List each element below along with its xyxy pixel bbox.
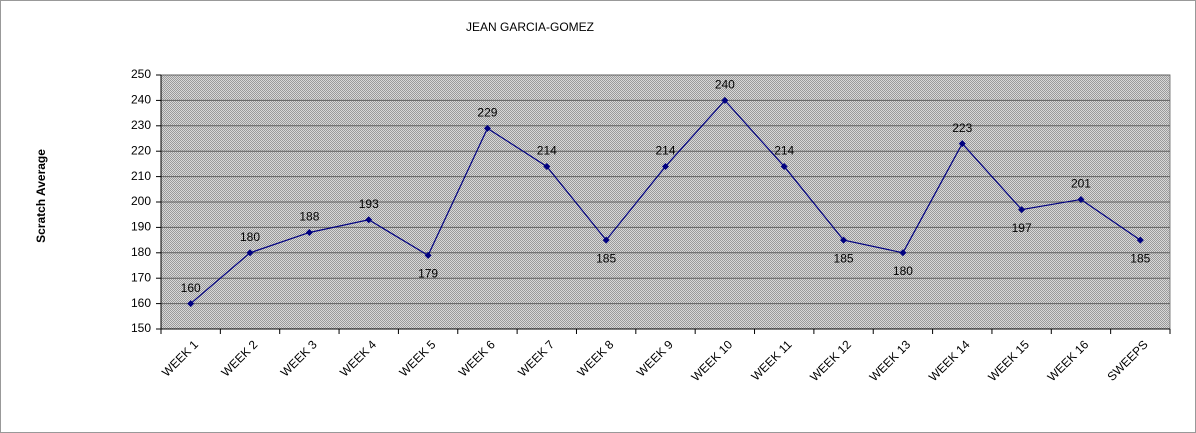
data-label: 201 [1071, 177, 1091, 191]
marker [246, 249, 254, 257]
data-label: 197 [1012, 221, 1032, 235]
data-label: 223 [952, 121, 972, 135]
marker [780, 162, 788, 170]
data-label: 179 [418, 267, 438, 281]
y-tick-label: 200 [131, 194, 151, 208]
data-label: 193 [359, 197, 379, 211]
marker [543, 162, 551, 170]
y-tick-label: 160 [131, 296, 151, 310]
data-label: 188 [299, 210, 319, 224]
data-label: 185 [834, 251, 854, 265]
data-label: 240 [715, 78, 735, 92]
marker [187, 300, 195, 308]
marker [840, 236, 848, 244]
marker [662, 162, 669, 170]
marker [424, 251, 432, 259]
y-tick-label: 180 [131, 245, 151, 259]
y-axis-label: Scratch Average [34, 149, 48, 243]
data-label: 229 [477, 106, 497, 120]
data-label: 214 [537, 144, 557, 158]
marker [899, 249, 907, 257]
data-label: 160 [181, 281, 201, 295]
y-tick-label: 150 [131, 321, 151, 335]
marker [1018, 206, 1026, 214]
y-tick-label: 250 [131, 67, 151, 81]
marker [602, 236, 610, 244]
marker [1136, 236, 1144, 244]
y-tick-label: 240 [131, 93, 151, 107]
marker [721, 96, 729, 104]
y-tick-label: 190 [131, 220, 151, 234]
marker [305, 228, 313, 236]
data-label: 180 [240, 230, 260, 244]
marker [1077, 195, 1085, 203]
y-tick-label: 170 [131, 270, 151, 284]
data-label: 214 [655, 144, 675, 158]
chart-title: JEAN GARCIA-GOMEZ [466, 20, 594, 34]
marker [958, 140, 966, 148]
y-tick-label: 230 [131, 118, 151, 132]
y-tick-label: 210 [131, 169, 151, 183]
marker [365, 216, 373, 224]
data-label: 185 [1130, 251, 1150, 265]
marker [483, 124, 491, 132]
y-tick-label: 220 [131, 143, 151, 157]
data-label: 214 [774, 144, 794, 158]
data-label: 180 [893, 264, 913, 278]
data-label: 185 [596, 251, 616, 265]
